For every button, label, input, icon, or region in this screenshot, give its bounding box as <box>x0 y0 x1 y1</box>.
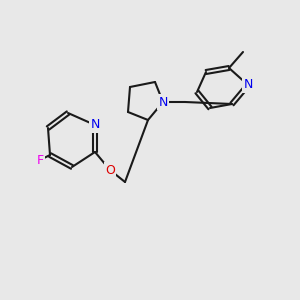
Text: N: N <box>90 118 100 131</box>
Text: N: N <box>243 79 253 92</box>
Text: N: N <box>158 95 168 109</box>
Text: F: F <box>36 154 43 166</box>
Text: O: O <box>105 164 115 176</box>
